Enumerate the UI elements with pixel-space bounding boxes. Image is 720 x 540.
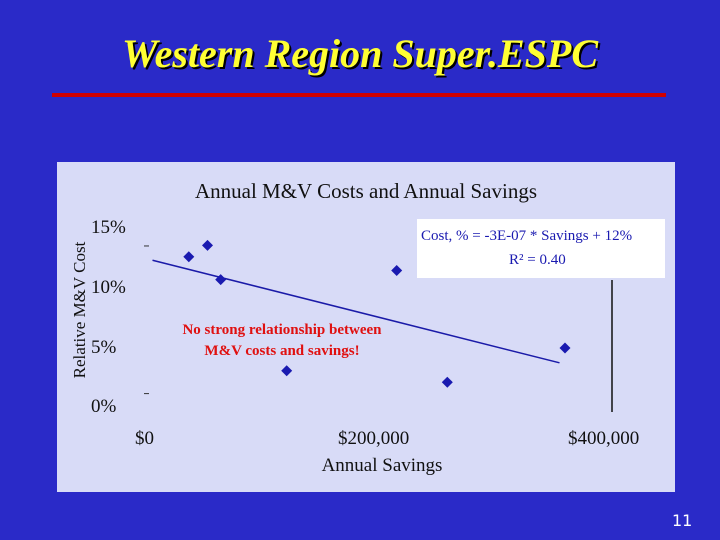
annotation-line: No strong relationship between	[182, 322, 382, 338]
chart-annotation: No strong relationship between M&V costs…	[167, 320, 397, 362]
data-point	[202, 239, 213, 251]
data-point	[559, 342, 571, 354]
y-tick-label: 15%	[91, 217, 126, 238]
chart-title: Annual M&V Costs and Annual Savings	[194, 179, 538, 203]
chart-panel: Annual M&V Costs and Annual Savings Rela…	[57, 162, 675, 492]
slide-number: 11	[672, 511, 693, 530]
data-point	[281, 365, 293, 377]
title-divider	[52, 93, 666, 97]
y-tick-label: 0%	[91, 396, 117, 417]
x-tick-label: $200,000	[338, 428, 410, 449]
x-axis-label: Annual Savings	[321, 455, 443, 476]
trendline-equation-box: Cost, % = -3E-07 * Savings + 12% R² = 0.…	[417, 219, 665, 278]
data-point	[391, 264, 403, 276]
data-point	[215, 274, 227, 286]
y-tick-label: 10%	[91, 277, 126, 298]
data-point	[441, 376, 453, 388]
x-tick-label: $400,000	[568, 428, 640, 449]
annotation-line: M&V costs and savings!	[204, 343, 360, 359]
trendline-equation: Cost, % = -3E-07 * Savings + 12%	[421, 228, 633, 244]
r-squared-label: R² = 0.40	[509, 252, 566, 268]
y-tick-label: 5%	[91, 337, 117, 358]
slide-title: Western Region Super.ESPC	[121, 31, 599, 76]
data-point	[183, 251, 195, 263]
x-tick-label: $0	[135, 428, 154, 449]
plot-area	[144, 239, 613, 412]
